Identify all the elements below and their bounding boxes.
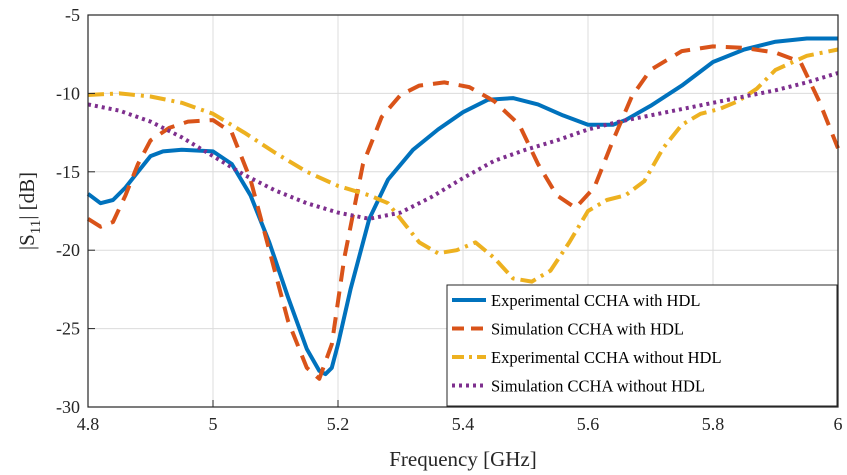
x-axis-label: Frequency [GHz] <box>389 447 537 471</box>
x-tick-label: 5.4 <box>452 414 475 434</box>
legend-entry-label: Simulation CCHA without HDL <box>491 377 705 396</box>
x-tick-label: 5.2 <box>327 414 350 434</box>
legend-box <box>446 284 838 407</box>
legend-entry-label: Simulation CCHA with HDL <box>491 320 684 339</box>
y-axis-label-subscript: 11 <box>28 220 44 234</box>
x-tick-label: 5.6 <box>577 414 600 434</box>
x-tick-label: 4.8 <box>77 414 100 434</box>
legend-entry-label: Experimental CCHA with HDL <box>491 291 700 310</box>
y-tick-label: -20 <box>56 240 80 260</box>
y-tick-label: -25 <box>56 319 80 339</box>
x-tick-label: 6 <box>834 414 843 434</box>
legend-entry-label: Experimental CCHA without HDL <box>491 348 722 367</box>
x-tick-label: 5 <box>209 414 218 434</box>
series-line-experimental-ccha-without-hdl <box>87 47 839 284</box>
y-tick-label: -5 <box>65 5 80 25</box>
y-axis-label: |S11| [dB] <box>15 172 44 250</box>
y-tick-label: -10 <box>56 83 80 103</box>
legend: Experimental CCHA with HDL Simulation CCH… <box>446 284 838 407</box>
y-tick-label: -15 <box>56 162 80 182</box>
series-line-experimental-ccha-with-hdl <box>86 36 838 377</box>
plot-series <box>86 36 840 381</box>
y-tick-label: -30 <box>56 397 80 417</box>
x-tick-label: 5.8 <box>702 414 725 434</box>
